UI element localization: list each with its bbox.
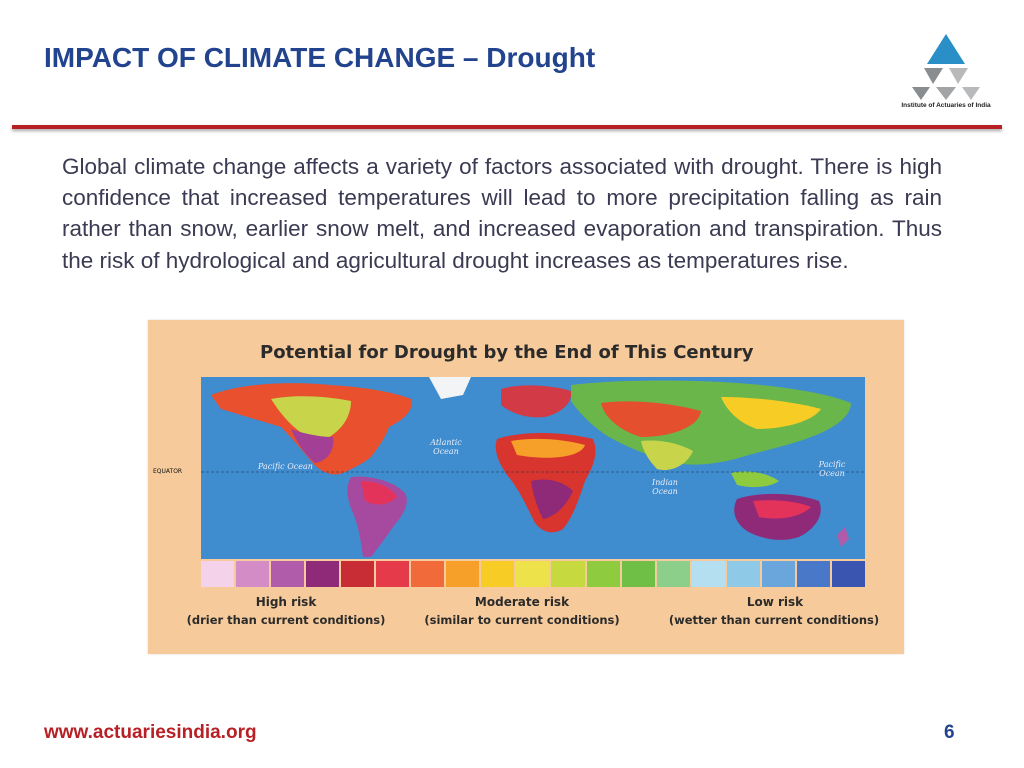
scale-swatch xyxy=(516,561,552,587)
scale-swatch xyxy=(411,561,447,587)
scale-swatch xyxy=(481,561,517,587)
scale-swatch xyxy=(341,561,377,587)
moderate-risk-note: (similar to current conditions) xyxy=(424,613,620,627)
scale-swatch xyxy=(551,561,587,587)
risk-color-scale xyxy=(201,561,865,587)
scale-swatch xyxy=(796,561,832,587)
triangle-logo-icon xyxy=(912,34,980,100)
logo-caption: Institute of Actuaries of India xyxy=(901,102,991,109)
high-risk-label: High risk xyxy=(255,595,317,609)
low-risk-note: (wetter than current conditions) xyxy=(668,613,880,627)
scale-swatch xyxy=(271,561,307,587)
scale-swatch xyxy=(446,561,482,587)
scale-swatch xyxy=(621,561,657,587)
pacific-ocean-east-label: Pacific Ocean xyxy=(818,460,846,478)
institute-logo: Institute of Actuaries of India xyxy=(894,32,998,114)
pacific-ocean-west-label: Pacific Ocean xyxy=(258,462,313,471)
equator-label: EQUATOR xyxy=(153,468,183,475)
body-paragraph: Global climate change affects a variety … xyxy=(62,154,942,273)
footer-website-link[interactable]: www.actuariesindia.org xyxy=(44,722,257,743)
scale-swatch xyxy=(761,561,797,587)
scale-swatch xyxy=(656,561,692,587)
atlantic-ocean-label: Atlantic Ocean xyxy=(430,438,462,456)
scale-swatch xyxy=(236,561,272,587)
scale-swatch xyxy=(726,561,762,587)
scale-swatch xyxy=(306,561,342,587)
indian-ocean-label: Indian Ocean xyxy=(652,478,678,496)
low-risk-label: Low risk xyxy=(746,595,804,609)
moderate-risk-label: Moderate risk xyxy=(474,595,570,609)
page-number: 6 xyxy=(944,722,955,743)
scale-swatch xyxy=(376,561,412,587)
scale-swatch xyxy=(831,561,865,587)
scale-swatch xyxy=(691,561,727,587)
title-divider xyxy=(12,125,1002,129)
world-drought-map xyxy=(201,377,865,559)
scale-swatch xyxy=(586,561,622,587)
scale-swatch xyxy=(201,561,237,587)
high-risk-note: (drier than current conditions) xyxy=(186,613,386,627)
drought-map-figure: Potential for Drought by the End of This… xyxy=(148,320,904,654)
map-title: Potential for Drought by the End of This… xyxy=(260,342,754,363)
slide-title: IMPACT OF CLIMATE CHANGE – Drought xyxy=(44,42,596,73)
